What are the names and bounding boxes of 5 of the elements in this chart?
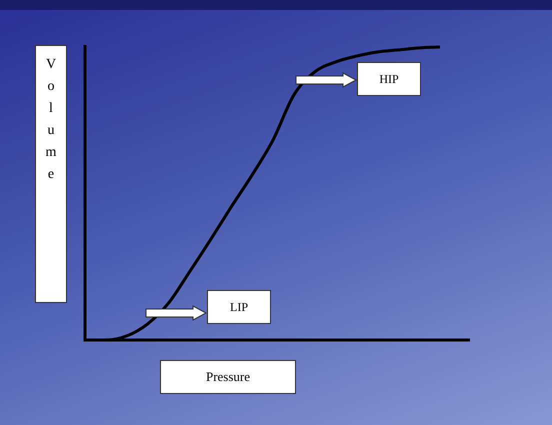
label-box: Pressure [160,360,296,394]
label-box: Volume [35,45,67,303]
y-axis-title: Volume [46,56,56,184]
note-box: HIP [357,62,421,96]
note-box: LIP [207,290,271,324]
